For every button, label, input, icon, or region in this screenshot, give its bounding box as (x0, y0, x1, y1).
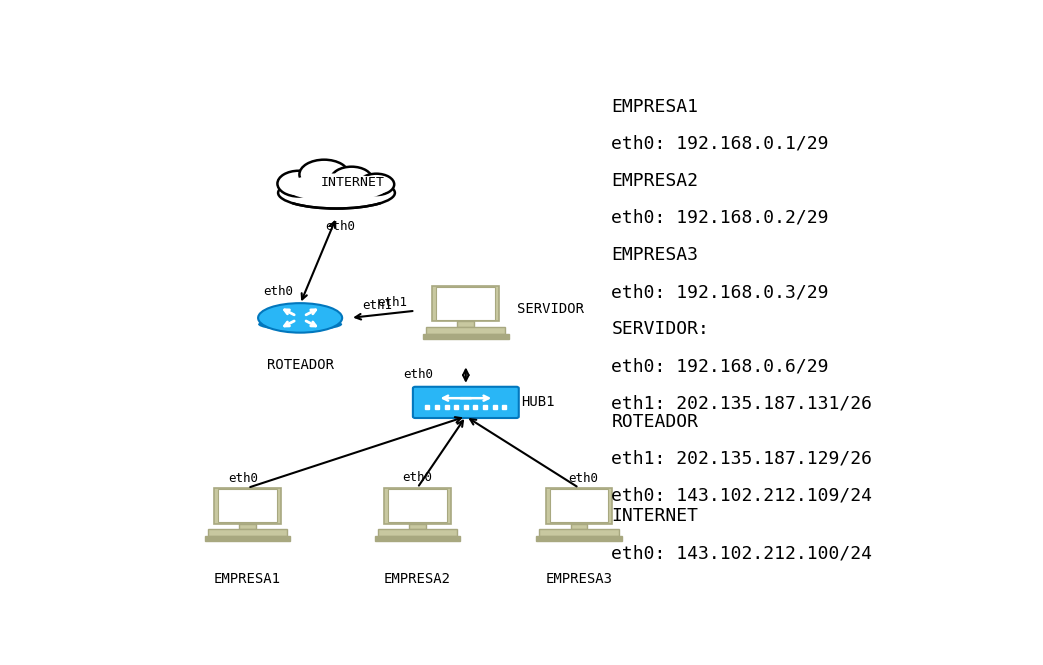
Text: ROTEADOR: ROTEADOR (611, 412, 699, 431)
Ellipse shape (277, 171, 320, 197)
Text: ROTEADOR: ROTEADOR (267, 358, 334, 372)
FancyBboxPatch shape (218, 489, 277, 522)
Ellipse shape (258, 318, 342, 331)
FancyBboxPatch shape (571, 524, 587, 529)
FancyBboxPatch shape (423, 334, 509, 338)
Text: EMPRESA3: EMPRESA3 (611, 246, 699, 264)
FancyBboxPatch shape (550, 489, 608, 522)
Ellipse shape (299, 160, 348, 189)
FancyBboxPatch shape (536, 536, 622, 541)
FancyBboxPatch shape (545, 488, 612, 524)
Text: eth0: eth0 (228, 472, 259, 485)
Text: eth0: 192.168.0.6/29: eth0: 192.168.0.6/29 (611, 357, 829, 375)
Ellipse shape (258, 303, 342, 332)
Ellipse shape (359, 174, 394, 195)
FancyBboxPatch shape (413, 387, 518, 418)
FancyBboxPatch shape (436, 287, 495, 320)
Text: eth0: 192.168.0.2/29: eth0: 192.168.0.2/29 (611, 209, 829, 227)
Text: eth0: eth0 (264, 285, 294, 298)
Text: eth0: eth0 (568, 472, 598, 485)
Text: INTERNET: INTERNET (320, 176, 385, 189)
Text: EMPRESA1: EMPRESA1 (611, 98, 699, 116)
Text: EMPRESA1: EMPRESA1 (214, 572, 281, 586)
FancyBboxPatch shape (409, 524, 426, 529)
Text: eth0: eth0 (404, 368, 433, 381)
Text: SERVIDOR: SERVIDOR (517, 303, 584, 317)
Text: SERVIDOR:: SERVIDOR: (611, 321, 709, 338)
FancyBboxPatch shape (374, 536, 460, 541)
Text: INTERNET: INTERNET (611, 507, 699, 525)
Text: HUB1: HUB1 (522, 396, 555, 410)
Ellipse shape (278, 177, 395, 209)
Text: eth0: 143.102.212.109/24: eth0: 143.102.212.109/24 (611, 486, 872, 504)
FancyBboxPatch shape (433, 286, 500, 321)
FancyBboxPatch shape (388, 489, 446, 522)
Text: eth1: 202.135.187.129/26: eth1: 202.135.187.129/26 (611, 450, 872, 467)
FancyBboxPatch shape (208, 529, 287, 536)
FancyBboxPatch shape (539, 529, 618, 536)
FancyBboxPatch shape (384, 488, 451, 524)
Ellipse shape (331, 167, 372, 192)
FancyBboxPatch shape (458, 321, 475, 327)
Text: eth0: 143.102.212.100/24: eth0: 143.102.212.100/24 (611, 544, 872, 562)
FancyBboxPatch shape (239, 524, 256, 529)
Text: eth0: 192.168.0.3/29: eth0: 192.168.0.3/29 (611, 283, 829, 301)
Text: eth1: eth1 (378, 296, 407, 309)
Text: EMPRESA2: EMPRESA2 (611, 172, 699, 190)
Text: eth0: 192.168.0.1/29: eth0: 192.168.0.1/29 (611, 134, 829, 152)
Text: EMPRESA3: EMPRESA3 (545, 572, 612, 586)
FancyBboxPatch shape (427, 327, 506, 334)
Text: eth0: eth0 (325, 219, 356, 233)
Text: eth1: eth1 (362, 299, 392, 312)
Ellipse shape (285, 174, 388, 201)
FancyBboxPatch shape (378, 529, 457, 536)
FancyBboxPatch shape (214, 488, 281, 524)
Text: eth1: 202.135.187.131/26: eth1: 202.135.187.131/26 (611, 394, 872, 412)
FancyBboxPatch shape (204, 536, 290, 541)
Text: eth0: eth0 (403, 471, 433, 483)
Text: EMPRESA2: EMPRESA2 (384, 572, 451, 586)
